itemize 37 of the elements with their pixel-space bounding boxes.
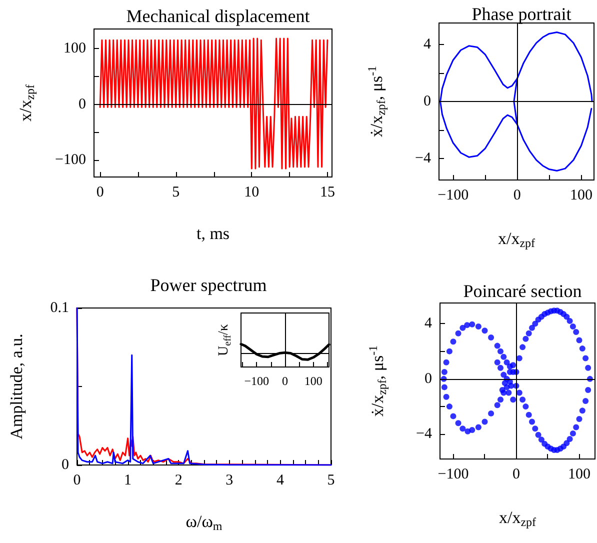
x-tick-label: 0 (513, 188, 521, 204)
chart-title: Mechanical displacement (126, 6, 310, 26)
x-tick-label: 2 (174, 472, 182, 488)
x-tick-label: 5 (327, 472, 335, 488)
x-tick-label: −100 (438, 188, 469, 204)
x-tick-label: 10 (244, 184, 260, 200)
x-tick-label: 0 (512, 466, 520, 482)
y-axis-title: x/xzpf (16, 84, 37, 122)
x-tick-label: 5 (172, 184, 180, 200)
x-tick-label: 3 (226, 472, 234, 488)
y-tick-label: 100 (64, 40, 86, 57)
x-tick-label: 100 (570, 188, 592, 204)
y-axis-title: Ueff/κ (216, 324, 234, 356)
x-tick-label: 100 (304, 374, 322, 388)
y-axis-title: Amplitude, a.u. (7, 334, 26, 440)
y-axis-title: ẋ/xzpf, μs-1 (366, 345, 389, 417)
chart-title: Power spectrum (150, 275, 267, 295)
y-tick-label: 0 (78, 96, 86, 112)
x-tick-label: 1 (124, 472, 132, 488)
y-tick-label: −100 (55, 152, 86, 168)
x-tick-label: 0 (96, 184, 104, 200)
x-tick-label: −100 (244, 374, 270, 388)
chart-title: Poincaré section (463, 281, 582, 301)
y-tick-label: −4 (415, 150, 432, 167)
y-tick-label: 4 (424, 316, 432, 332)
chart-title: Phase portrait (472, 4, 572, 24)
y-tick-label: 0 (424, 94, 431, 110)
x-tick-label: 15 (320, 184, 335, 200)
y-tick-label: −4 (416, 426, 432, 442)
x-tick-label: 0 (282, 374, 288, 388)
y-axis-title: ẋ/xzpf, μs-1 (365, 66, 388, 138)
y-tick-label: 0.1 (50, 300, 69, 316)
y-tick-label: 4 (424, 36, 432, 52)
x-axis-title: t, ms (196, 224, 230, 243)
x-tick-label: 100 (568, 466, 590, 482)
x-tick-label: −100 (438, 466, 469, 482)
x-tick-label: 4 (276, 472, 284, 488)
